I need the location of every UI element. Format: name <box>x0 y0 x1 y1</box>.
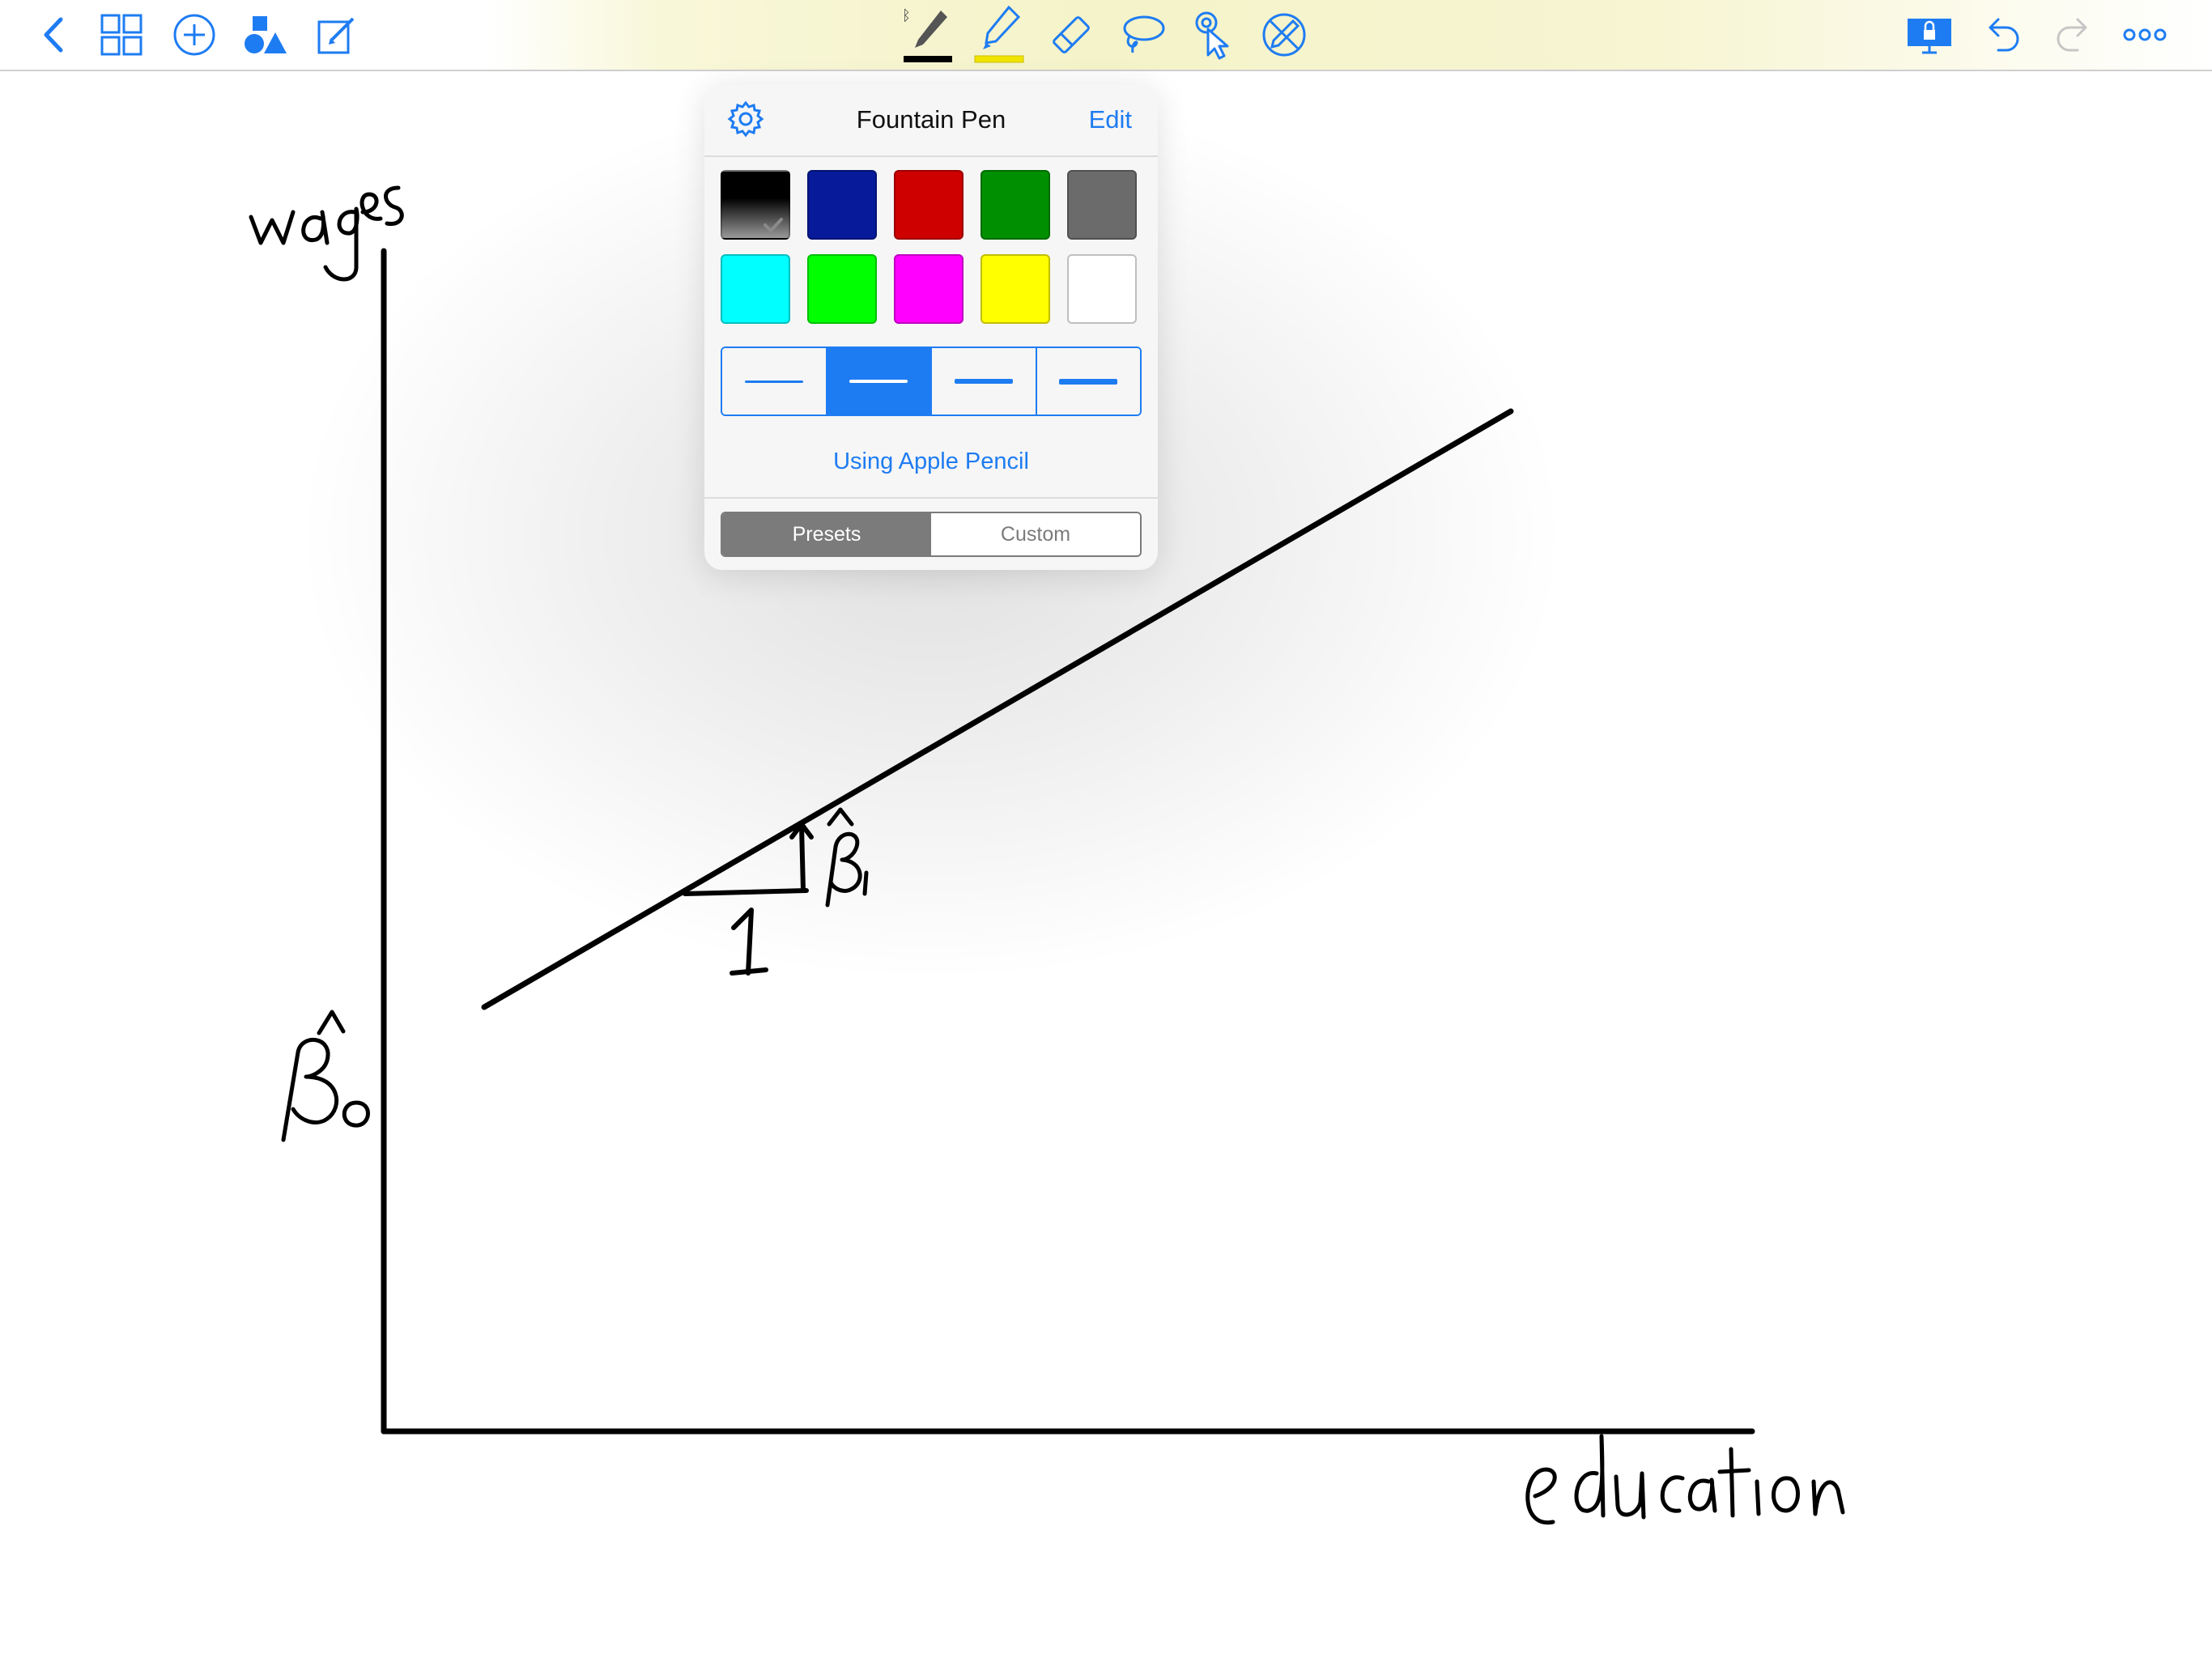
presentation-lock-icon[interactable] <box>1906 0 1953 70</box>
presets-tab[interactable]: Presets <box>722 513 931 555</box>
stroke-width-3[interactable] <box>932 348 1037 414</box>
pen-settings-popover: Fountain Pen Edit Using Apple Pencil Pre… <box>704 84 1158 570</box>
stroke-width-2[interactable] <box>827 348 932 414</box>
swatch-red[interactable] <box>894 170 963 240</box>
undo-icon[interactable] <box>1980 0 2026 70</box>
stroke-width-selector <box>721 346 1142 416</box>
disable-pencil-icon[interactable] <box>1260 0 1308 70</box>
redo-icon[interactable] <box>2050 0 2095 70</box>
edit-button[interactable]: Edit <box>1088 105 1132 134</box>
custom-tab[interactable]: Custom <box>931 513 1140 555</box>
popover-title: Fountain Pen <box>856 105 1006 134</box>
beta0-hat-handwriting <box>281 1010 370 1142</box>
shapes-icon[interactable] <box>241 0 290 70</box>
swatch-white[interactable] <box>1067 254 1137 324</box>
apple-pencil-link[interactable]: Using Apple Pencil <box>833 449 1029 474</box>
gear-icon[interactable] <box>727 100 764 138</box>
lasso-tool-icon[interactable] <box>1116 0 1169 70</box>
add-icon[interactable] <box>170 0 219 70</box>
popover-divider <box>704 497 1158 499</box>
edit-document-icon[interactable] <box>314 0 359 70</box>
slope-triangle <box>683 822 814 896</box>
pen-tool-icon[interactable]: ᛒ <box>900 0 955 70</box>
swatch-magenta[interactable] <box>894 254 963 324</box>
swatch-navy[interactable] <box>807 170 877 240</box>
stroke-width-1[interactable] <box>722 348 827 414</box>
stroke-width-4[interactable] <box>1036 348 1140 414</box>
handwritten-canvas[interactable] <box>0 71 2212 1658</box>
pointer-tool-icon[interactable] <box>1189 0 1237 70</box>
swatch-gray[interactable] <box>1067 170 1137 240</box>
wages-handwriting <box>249 185 404 282</box>
back-icon[interactable] <box>36 0 71 70</box>
preset-mode-selector: Presets Custom <box>721 512 1142 557</box>
thumbnails-icon[interactable] <box>99 0 144 70</box>
swatch-cyan[interactable] <box>721 254 790 324</box>
eraser-tool-icon[interactable] <box>1044 0 1098 70</box>
education-handwriting <box>1525 1434 1845 1525</box>
svg-text:ᛒ: ᛒ <box>902 7 911 24</box>
checkmark-icon <box>764 218 783 232</box>
regression-line <box>481 408 1514 1010</box>
swatch-yellow[interactable] <box>981 254 1050 324</box>
beta1-hat-handwriting <box>825 807 869 908</box>
popover-header: Fountain Pen Edit <box>704 84 1158 157</box>
swatch-lime[interactable] <box>807 254 877 324</box>
run-one-handwriting <box>730 908 768 976</box>
highlighter-tool-icon[interactable] <box>972 0 1027 70</box>
swatch-green[interactable] <box>981 170 1050 240</box>
swatch-black[interactable] <box>721 170 790 240</box>
more-icon[interactable] <box>2121 0 2168 70</box>
top-toolbar: ᛒ <box>0 0 2212 71</box>
